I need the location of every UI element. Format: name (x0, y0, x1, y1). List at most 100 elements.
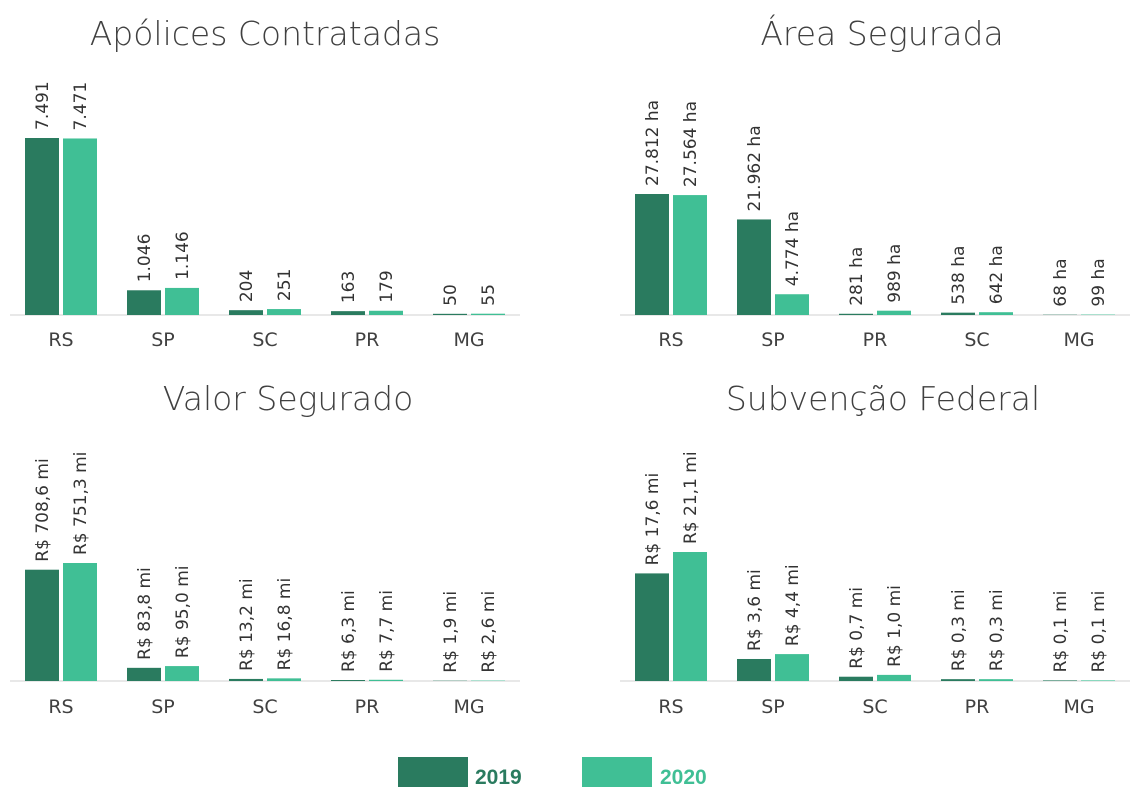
chart-title: Área Segurada (760, 13, 1003, 53)
value-label: R$ 4,4 mi (783, 564, 803, 646)
value-label: R$ 0,3 mi (949, 589, 969, 671)
x-tick-label: SC (252, 696, 277, 718)
value-label: R$ 83,8 mi (135, 567, 155, 660)
x-tick-label: PR (965, 696, 990, 718)
bar (635, 573, 669, 681)
x-tick-label: PR (355, 329, 380, 351)
value-label: R$ 708,6 mi (33, 458, 53, 561)
x-tick-label: MG (453, 329, 484, 351)
x-tick-label: SC (964, 329, 989, 351)
bar (433, 313, 467, 315)
value-label: 68 ha (1051, 258, 1071, 306)
value-label: R$ 0,7 mi (847, 587, 867, 669)
value-label: R$ 751,3 mi (71, 452, 91, 555)
bar (369, 310, 403, 315)
value-label: 163 (339, 271, 359, 303)
bar (673, 195, 707, 315)
x-tick-label: MG (1063, 329, 1094, 351)
value-label: 989 ha (885, 244, 905, 303)
bar (1081, 680, 1115, 681)
bar (775, 294, 809, 315)
bar (25, 569, 59, 681)
chart-title: Subvenção Federal (726, 379, 1040, 418)
x-tick-label: SP (151, 329, 175, 351)
value-label: R$ 95,0 mi (173, 566, 193, 659)
value-label: 251 (275, 269, 295, 301)
bar (229, 310, 263, 315)
x-tick-label: RS (658, 696, 683, 718)
bar (63, 563, 97, 681)
bar (331, 311, 365, 315)
bar (839, 676, 873, 681)
x-tick-label: MG (1063, 696, 1094, 718)
legend-swatch (582, 757, 652, 787)
bar (25, 138, 59, 315)
bar (877, 674, 911, 681)
value-label: 1.046 (135, 234, 155, 283)
bar (63, 138, 97, 315)
value-label: 1.146 (173, 231, 193, 280)
bar (737, 658, 771, 681)
x-tick-label: RS (658, 329, 683, 351)
x-tick-label: SC (862, 696, 887, 718)
value-label: R$ 3,6 mi (745, 569, 765, 651)
bar (979, 312, 1013, 315)
bar (979, 679, 1013, 681)
value-label: 27.812 ha (643, 100, 663, 186)
bar (635, 194, 669, 315)
bar (229, 678, 263, 681)
x-tick-label: PR (355, 696, 380, 718)
value-label: R$ 21,1 mi (681, 451, 701, 544)
value-label: R$ 1,9 mi (441, 591, 461, 673)
x-tick-label: RS (48, 696, 73, 718)
bar (267, 309, 301, 315)
value-label: R$ 0,3 mi (987, 589, 1007, 671)
bar (941, 679, 975, 681)
value-label: R$ 17,6 mi (643, 473, 663, 566)
bar (1043, 680, 1077, 681)
legend-label: 2020 (660, 766, 707, 787)
x-tick-label: SP (151, 696, 175, 718)
value-label: 50 (441, 284, 461, 306)
value-label: R$ 0,1 mi (1051, 591, 1071, 673)
bar (673, 552, 707, 681)
value-label: R$ 13,2 mi (237, 578, 257, 671)
x-tick-label: SC (252, 329, 277, 351)
bar (331, 680, 365, 681)
legend-label: 2019 (475, 766, 522, 787)
x-tick-label: MG (453, 696, 484, 718)
value-label: 4.774 ha (783, 211, 803, 286)
bar (369, 679, 403, 681)
value-label: 179 (377, 270, 397, 302)
bar (127, 290, 161, 315)
value-label: R$ 0,1 mi (1089, 591, 1109, 673)
bar (267, 678, 301, 681)
value-label: R$ 7,7 mi (377, 590, 397, 672)
x-tick-label: SP (761, 329, 785, 351)
value-label: 7.491 (33, 81, 53, 130)
chart-title: Apólices Contratadas (90, 14, 441, 53)
value-label: R$ 1,0 mi (885, 585, 905, 667)
value-label: 99 ha (1089, 258, 1109, 306)
bar (165, 287, 199, 315)
value-label: 55 (479, 284, 499, 306)
value-label: 538 ha (949, 246, 969, 305)
value-label: 7.471 (71, 82, 91, 131)
bar (775, 654, 809, 681)
value-label: 21.962 ha (745, 125, 765, 211)
bar (127, 667, 161, 681)
value-label: 204 (237, 270, 257, 302)
bar (471, 313, 505, 315)
bar (737, 219, 771, 315)
value-label: R$ 6,3 mi (339, 590, 359, 672)
value-label: R$ 16,8 mi (275, 578, 295, 671)
chart-title: Valor Segurado (163, 379, 414, 418)
value-label: 642 ha (987, 245, 1007, 304)
bar (165, 666, 199, 681)
x-tick-label: PR (863, 329, 888, 351)
legend-swatch (398, 757, 468, 787)
value-label: 27.564 ha (681, 101, 701, 187)
bar (941, 312, 975, 315)
bar (877, 310, 911, 315)
